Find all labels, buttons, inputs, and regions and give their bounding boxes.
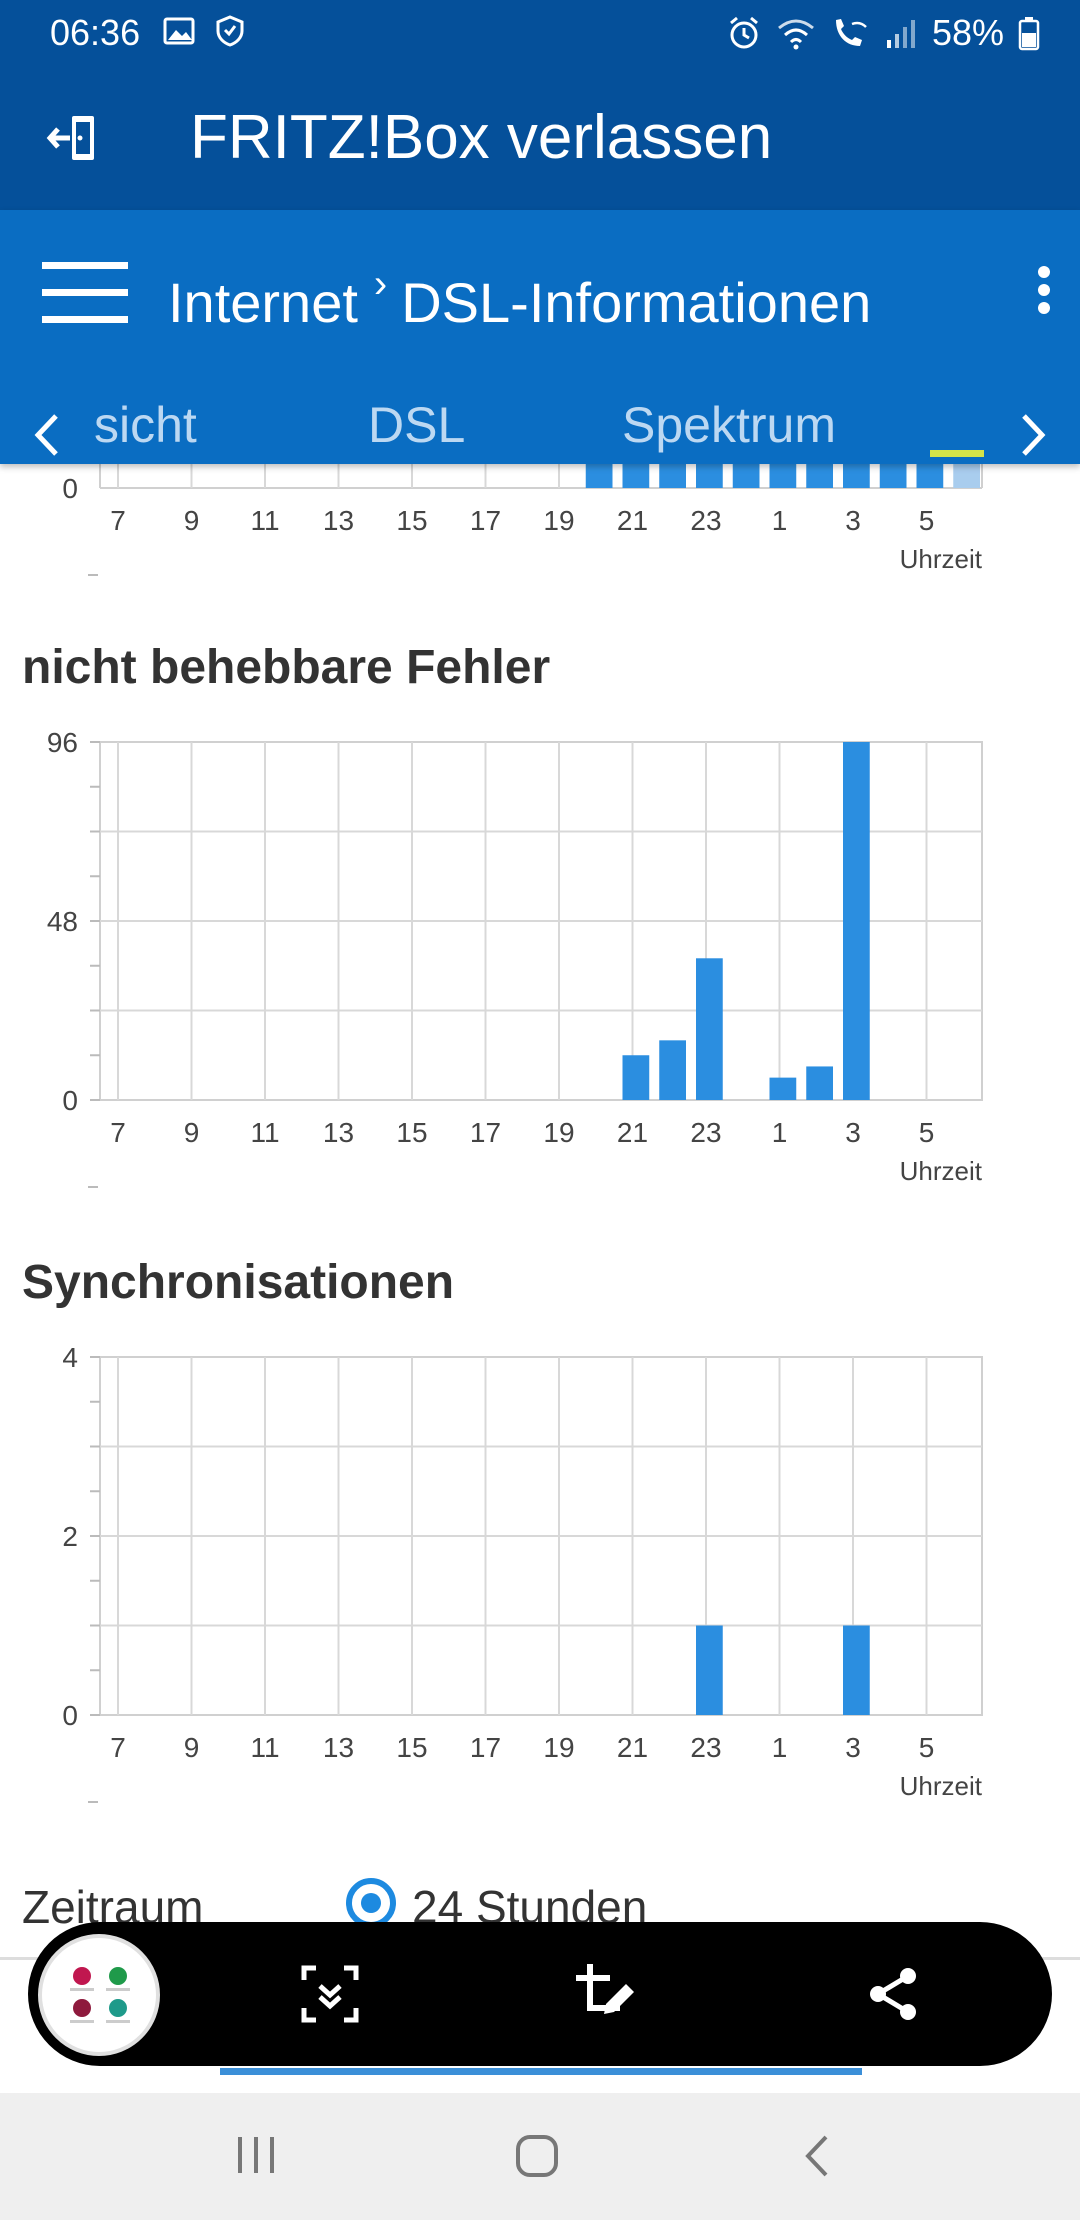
alarm-icon bbox=[729, 16, 758, 49]
bar[interactable] bbox=[696, 1625, 723, 1716]
x-tick-label: 1 bbox=[772, 1117, 788, 1148]
app-bar: FRITZ!Box verlassen bbox=[0, 64, 1080, 210]
capture-progress-bar bbox=[220, 2068, 862, 2075]
x-tick-label: 3 bbox=[845, 505, 861, 536]
wifi-icon bbox=[777, 19, 814, 50]
battery-percent: 58% bbox=[931, 12, 1004, 53]
thumbnail-preview-icon bbox=[70, 1967, 130, 2023]
nav-bar: Internet › DSL-Informationen sicht DSL S… bbox=[0, 210, 1080, 464]
app-title[interactable]: FRITZ!Box verlassen bbox=[190, 103, 773, 172]
more-vert-icon[interactable] bbox=[1036, 266, 1052, 314]
x-tick-label: 5 bbox=[919, 505, 935, 536]
y-tick-label: 48 bbox=[47, 906, 78, 937]
x-tick-label: 13 bbox=[323, 1732, 354, 1763]
share-icon[interactable] bbox=[864, 1964, 924, 2024]
chevron-left-icon[interactable] bbox=[32, 412, 62, 458]
signal-icon bbox=[886, 20, 915, 48]
home-icon[interactable] bbox=[514, 2133, 560, 2179]
breadcrumb: Internet › DSL-Informationen bbox=[168, 262, 872, 335]
x-tick-label: 23 bbox=[690, 1117, 721, 1148]
back-icon[interactable] bbox=[802, 2133, 832, 2179]
breadcrumb-dsl-informationen: DSL-Informationen bbox=[401, 271, 872, 334]
x-tick-label: 19 bbox=[543, 1732, 574, 1763]
chevron-right-icon[interactable] bbox=[1018, 412, 1048, 458]
content-area[interactable]: 0 7 9 11 13 15 17 19 21 23 1 3 5 Uhrzeit nicht behebb… bbox=[0, 400, 1080, 1960]
x-tick-label: 21 bbox=[617, 505, 648, 536]
x-tick-label: 1 bbox=[772, 505, 788, 536]
x-axis-label: Uhrzeit bbox=[900, 544, 983, 574]
scroll-capture-icon[interactable] bbox=[300, 1964, 360, 2024]
x-tick-label: 23 bbox=[690, 505, 721, 536]
x-tick-label: 7 bbox=[110, 505, 126, 536]
x-tick-label: 11 bbox=[250, 1732, 279, 1763]
x-tick-label: 9 bbox=[184, 1117, 200, 1148]
x-tick-label: 3 bbox=[845, 1117, 861, 1148]
recent-apps-icon[interactable] bbox=[234, 2133, 278, 2177]
x-tick-label: 23 bbox=[690, 1732, 721, 1763]
section-title-fehler: nicht behebbare Fehler bbox=[22, 641, 551, 694]
x-tick-label: 3 bbox=[845, 1732, 861, 1763]
x-tick-label: 13 bbox=[323, 505, 354, 536]
x-tick-label: 15 bbox=[396, 1732, 427, 1763]
screenshot-thumbnail[interactable] bbox=[38, 1934, 160, 2056]
x-tick-label: 17 bbox=[470, 1117, 501, 1148]
y-tick-label: 0 bbox=[62, 1085, 78, 1116]
x-tick-label: 5 bbox=[919, 1732, 935, 1763]
x-tick-label: 15 bbox=[396, 1117, 427, 1148]
x-tick-label: 5 bbox=[919, 1117, 935, 1148]
shield-icon bbox=[216, 15, 244, 47]
exit-icon[interactable] bbox=[46, 112, 102, 164]
y-tick-label: 96 bbox=[47, 727, 78, 758]
battery-icon bbox=[1018, 17, 1040, 51]
x-tick-label: 15 bbox=[396, 505, 427, 536]
x-tick-label: 17 bbox=[470, 1732, 501, 1763]
bar[interactable] bbox=[622, 1055, 650, 1100]
bar[interactable] bbox=[843, 742, 870, 1100]
x-tick-label: 7 bbox=[110, 1117, 126, 1148]
x-tick-label: 9 bbox=[184, 505, 200, 536]
bar[interactable] bbox=[843, 1625, 870, 1716]
tab-dsl[interactable]: DSL bbox=[368, 397, 466, 453]
tab-spektrum[interactable]: Spektrum bbox=[622, 397, 836, 453]
tab-uebersicht[interactable]: sicht bbox=[94, 397, 197, 453]
bar[interactable] bbox=[659, 1040, 686, 1100]
wifi-call-icon bbox=[835, 19, 867, 46]
status-time: 06:36 bbox=[50, 12, 141, 53]
breadcrumb-separator: › bbox=[373, 262, 388, 306]
x-tick-label: 1 bbox=[772, 1732, 788, 1763]
tab-bar: sicht DSL Spektrum bbox=[0, 382, 1080, 464]
bar[interactable] bbox=[769, 1077, 797, 1100]
x-tick-label: 7 bbox=[110, 1732, 126, 1763]
section-title-synchronisationen: Synchronisationen bbox=[22, 1256, 455, 1309]
y-tick-label: 2 bbox=[62, 1521, 78, 1552]
x-tick-label: 21 bbox=[617, 1732, 648, 1763]
x-tick-label: 17 bbox=[470, 505, 501, 536]
x-tick-label: 19 bbox=[543, 1117, 574, 1148]
y-tick-label: 0 bbox=[62, 473, 78, 504]
x-tick-label: 21 bbox=[617, 1117, 648, 1148]
screenshot-toolbar bbox=[28, 1922, 1052, 2066]
x-tick-label: 13 bbox=[323, 1117, 354, 1148]
y-tick-label: 4 bbox=[62, 1342, 78, 1373]
x-tick-label: 19 bbox=[543, 505, 574, 536]
bar[interactable] bbox=[806, 1066, 833, 1100]
system-nav-bar bbox=[0, 2093, 1080, 2220]
breadcrumb-internet[interactable]: Internet bbox=[168, 271, 358, 334]
menu-icon[interactable] bbox=[42, 258, 128, 328]
image-icon bbox=[163, 17, 195, 45]
y-tick-label: 0 bbox=[62, 1700, 78, 1731]
bar[interactable] bbox=[696, 958, 723, 1100]
x-tick-label: 11 bbox=[250, 505, 279, 536]
x-axis-label: Uhrzeit bbox=[900, 1771, 983, 1801]
tab-indicator bbox=[930, 450, 984, 457]
status-bar: 06:36 58% bbox=[0, 0, 1080, 64]
x-tick-label: 11 bbox=[250, 1117, 279, 1148]
x-tick-label: 9 bbox=[184, 1732, 200, 1763]
crop-edit-icon[interactable] bbox=[576, 1964, 636, 2024]
x-axis-label: Uhrzeit bbox=[900, 1156, 983, 1186]
radio-24-stunden[interactable] bbox=[346, 1878, 396, 1928]
